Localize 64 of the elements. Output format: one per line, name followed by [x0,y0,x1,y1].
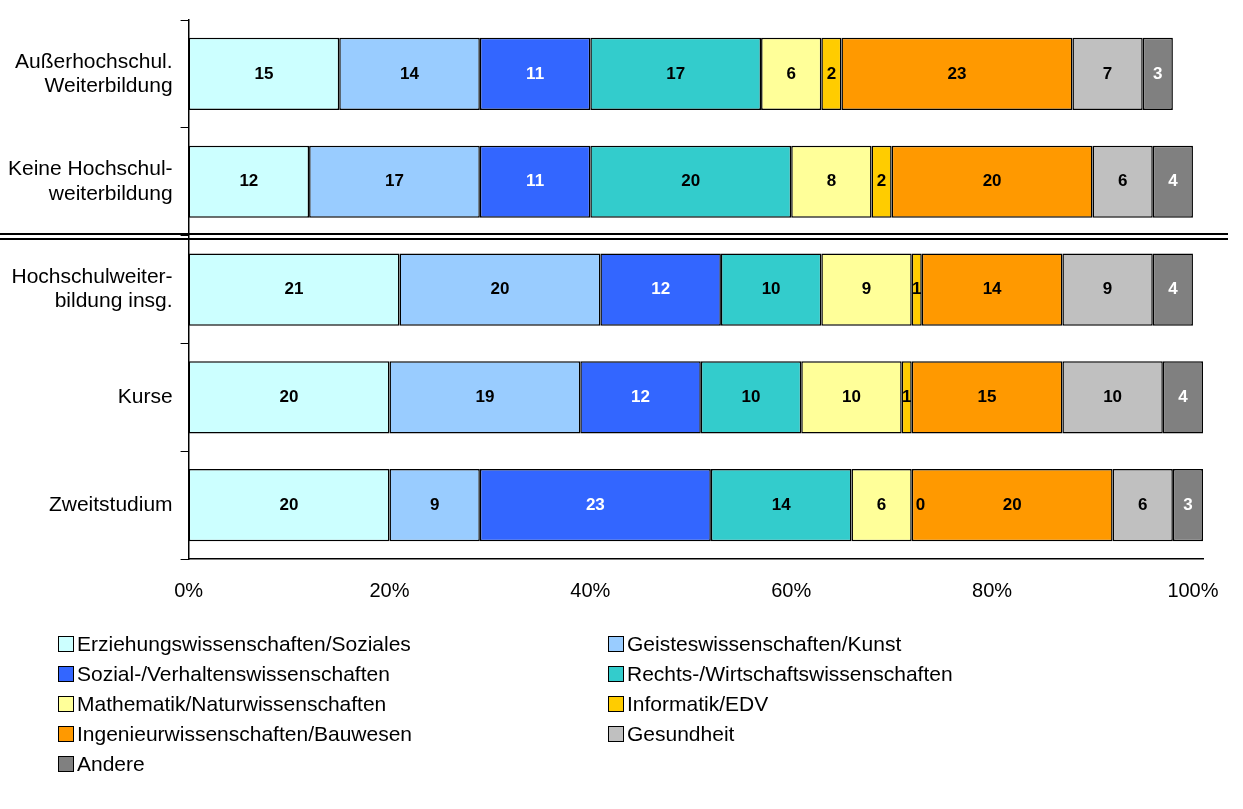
data-label: 8 [826,171,837,191]
data-label: 4 [1168,171,1179,191]
data-label: 9 [1102,279,1113,299]
y-tick-label: Zweitstudium [48,491,173,515]
y-tick-label: Keine Hochschul- weiterbildung [7,156,173,204]
data-label: 6 [1117,171,1128,191]
data-label: 20 [279,494,299,514]
data-label: 12 [651,279,671,299]
x-tick-label: 20% [369,578,410,601]
data-label: 12 [239,171,259,191]
data-label: 6 [1138,494,1148,514]
data-label: 15 [254,63,274,83]
data-label: 2 [876,171,887,191]
data-label: 10 [842,387,861,407]
legend-label: Erziehungswissenschaften/Soziales [77,632,411,656]
data-label: 20 [982,171,1002,191]
legend-label: Ingenieurwissenschaften/Bauwesen [77,722,413,746]
data-label: 6 [876,494,887,514]
x-tick-label: 60% [771,578,812,601]
data-label: 20 [490,279,510,299]
legend-label: Informatik/EDV [627,692,769,716]
data-label: 20 [279,387,299,407]
data-label: 14 [771,494,792,514]
data-label: 23 [947,63,967,83]
y-tick-label: Hochschulweiter- bildung insg. [11,264,173,312]
data-label: 6 [786,63,796,83]
data-label: 10 [1103,387,1123,407]
data-label: 10 [741,387,761,407]
data-label: 14 [400,63,420,83]
x-tick-label: 40% [570,578,611,601]
data-label: 9 [429,494,440,514]
legend-label: Andere [77,752,145,776]
legend-label: Gesundheit [627,722,735,746]
data-label: 21 [284,279,304,299]
y-tick-label: Außerhochschul. Weiterbildung [14,48,173,96]
data-label: 3 [1183,494,1193,514]
data-label: 14 [982,279,1003,299]
data-label: 19 [475,387,495,407]
x-tick-label: 80% [972,578,1013,601]
legend-label: Rechts-/Wirtschaftswissenschaften [627,662,953,686]
data-label: 3 [1153,63,1163,83]
y-tick-label: Kurse [117,384,173,408]
data-label: 4 [1168,279,1179,299]
data-label: 17 [385,171,404,191]
data-label: 11 [526,171,545,191]
data-label: 17 [666,63,686,83]
legend-label: Geisteswissenschaften/Kunst [627,632,902,656]
x-tick-label: 0% [174,578,204,601]
data-label: 20 [1002,494,1022,514]
legend-label: Mathematik/Naturwissenschaften [77,692,387,716]
data-label: 11 [526,63,545,83]
data-label: 20 [681,171,701,191]
data-label: 1 [912,279,922,299]
x-tick-label: 100% [1167,578,1219,601]
data-label: 4 [1178,387,1189,407]
data-label: 7 [1102,63,1113,83]
data-label: 9 [861,279,872,299]
data-label: 15 [977,387,997,407]
legend-label: Sozial-/Verhaltenswissenschaften [77,662,390,686]
data-label: 23 [585,494,605,514]
data-label: 12 [631,387,651,407]
data-label: 2 [826,63,837,83]
annotation: 0 [915,494,926,514]
data-label: 10 [761,279,781,299]
